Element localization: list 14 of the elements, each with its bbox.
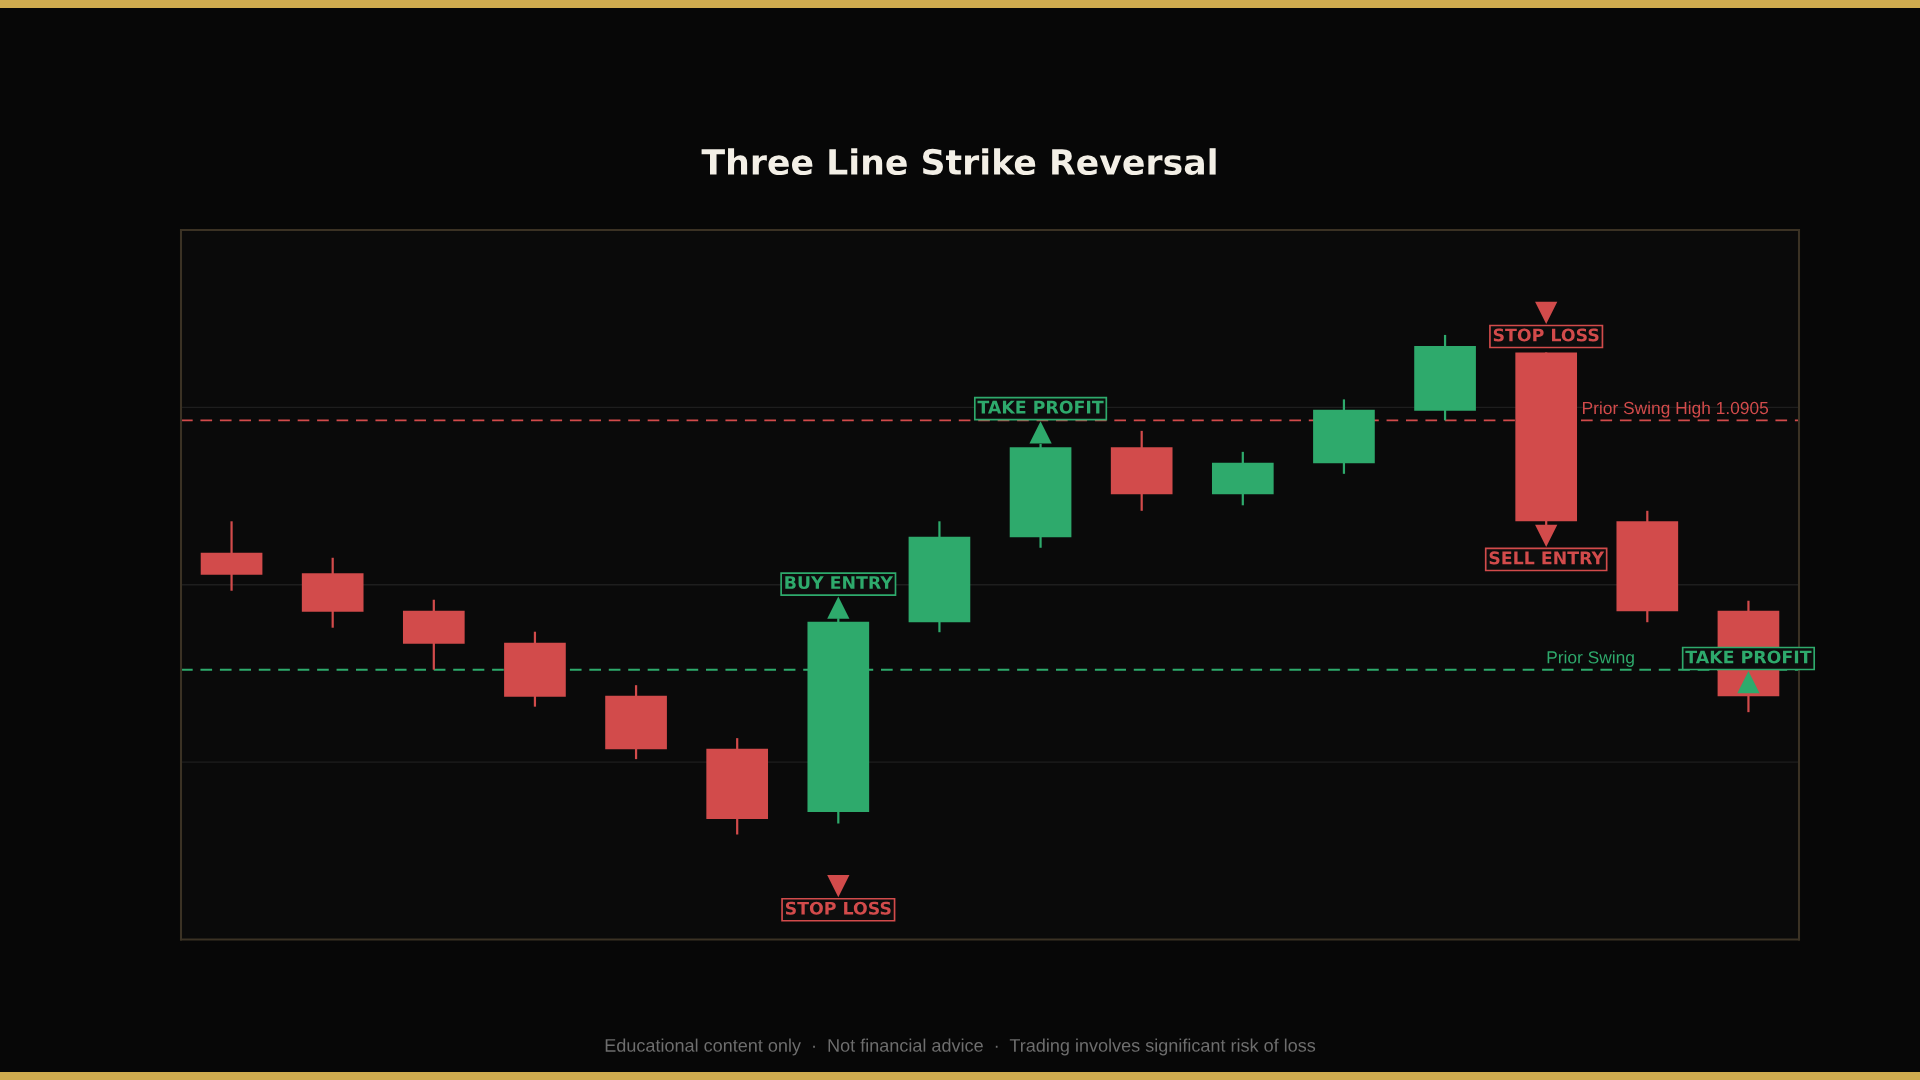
series-label: SELL ENTRY bbox=[1489, 551, 1605, 565]
annotation: STOP LOSS bbox=[1493, 328, 1599, 342]
point bbox=[1029, 421, 1052, 444]
ref-line-label: Prior Swing High 1.0905 bbox=[1583, 401, 1769, 418]
point bbox=[1737, 671, 1760, 694]
text: TAKE PROFIT bbox=[977, 400, 1104, 414]
text: Educational content only · Not financial advice · Trading involves significant risk of loss bbox=[605, 1038, 1316, 1056]
series-label: BUY ENTRY bbox=[785, 576, 894, 590]
chart-title: Three Line Strike Reversal bbox=[701, 148, 1216, 176]
point bbox=[1535, 524, 1558, 547]
series-label: TAKE PROFIT bbox=[1685, 650, 1812, 664]
point bbox=[827, 596, 850, 619]
text: STOP LOSS bbox=[785, 901, 891, 915]
ref-line-label: Prior Swing bbox=[1547, 650, 1634, 667]
